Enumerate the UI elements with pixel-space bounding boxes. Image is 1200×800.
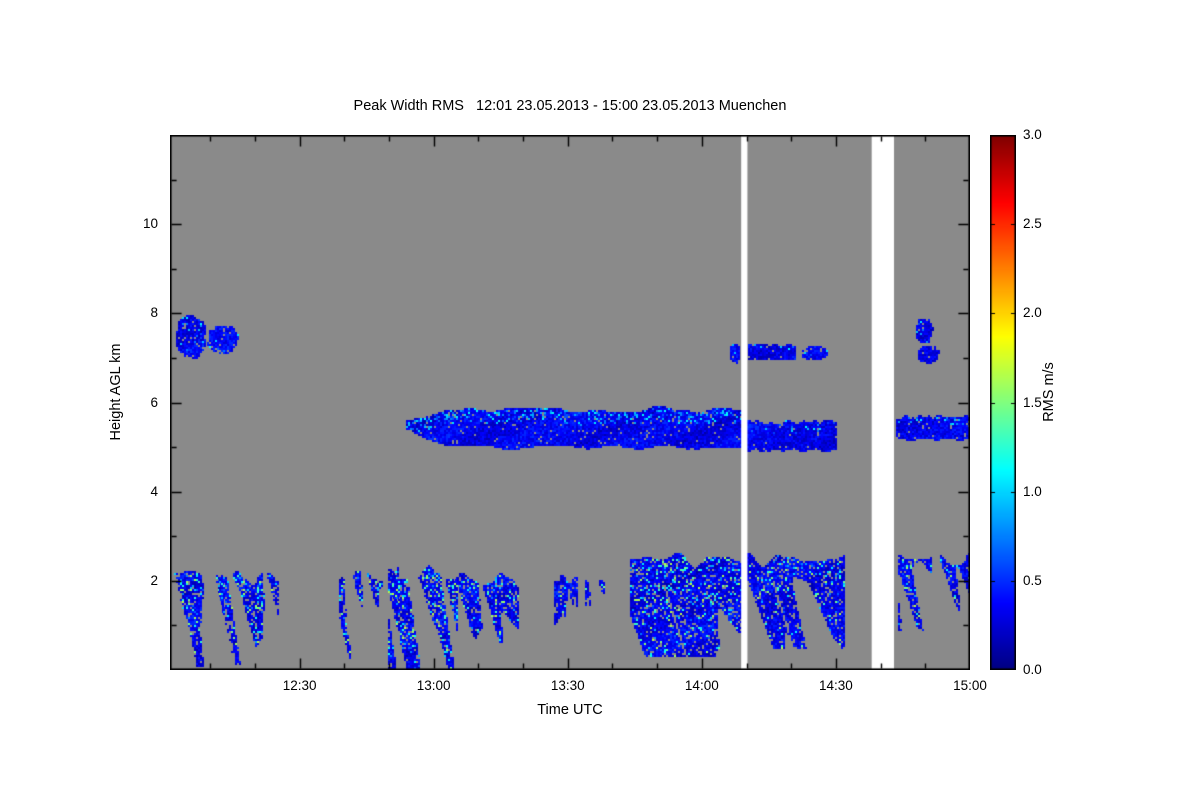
chart-title: Peak Width RMS 12:01 23.05.2013 - 15:00 … (353, 98, 787, 114)
x-tick-label: 14:30 (819, 678, 853, 693)
colorbar-tick-label: 2.5 (1023, 216, 1042, 232)
colorbar-tick-label: 1.5 (1023, 394, 1042, 410)
y-tick-label: 6 (150, 394, 158, 410)
y-tick-label: 10 (142, 216, 158, 232)
x-tick-label: 13:30 (550, 678, 585, 693)
y-axis-label: Height AGL km (108, 343, 124, 441)
x-tick-label: 14:00 (684, 678, 719, 693)
y-tick-label: 2 (150, 572, 158, 588)
colorbar (990, 135, 1016, 670)
x-tick-label: 15:00 (953, 678, 987, 693)
x-tick-label: 13:00 (416, 678, 451, 693)
x-axis-label: Time UTC (537, 702, 603, 718)
y-tick-label: 8 (150, 305, 158, 321)
colorbar-tick-label: 0.5 (1023, 572, 1042, 588)
x-tick-label: 12:30 (282, 678, 317, 693)
colorbar-label: RMS m/s (1041, 362, 1057, 422)
colorbar-tick-label: 3.0 (1023, 127, 1042, 142)
colorbar-tick-label: 2.0 (1023, 305, 1042, 321)
y-tick-label: 4 (150, 483, 158, 499)
heatmap-plot-area (170, 135, 970, 670)
colorbar-tick-label: 1.0 (1023, 483, 1042, 499)
colorbar-tick-label: 0.0 (1023, 662, 1042, 677)
